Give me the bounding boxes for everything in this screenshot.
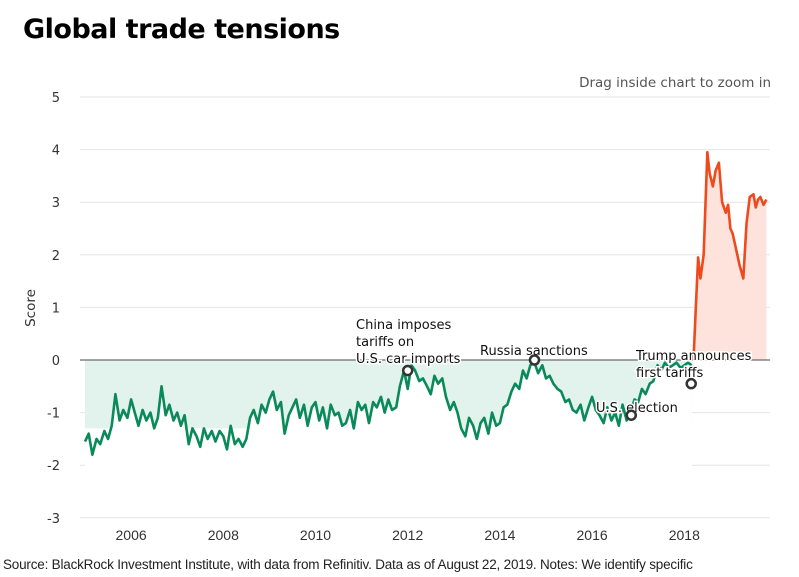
x-tick-label: 2018 <box>669 527 700 543</box>
annotation-marker[interactable] <box>528 354 541 366</box>
event-annotations: China imposes tariffs on U.S. car imports R… <box>355 317 753 421</box>
annotation-label: China imposes <box>356 318 452 333</box>
annotation-label: first tariffs <box>636 366 704 381</box>
y-tick-label: -1 <box>47 407 60 422</box>
series-fill-mask <box>85 362 692 476</box>
x-tick-label: 2010 <box>300 527 331 543</box>
annotation-label: Trump announces <box>635 349 752 364</box>
x-tick-label: 2014 <box>484 527 515 543</box>
y-tick-label: -3 <box>47 512 60 527</box>
annotation-label: Russia sanctions <box>480 344 588 359</box>
x-tick-label: 2008 <box>208 527 239 543</box>
series-line-green <box>83 361 693 456</box>
y-tick-label: -2 <box>47 459 60 474</box>
y-axis-ticks: 5 4 3 2 1 0 -1 -2 -3 <box>47 91 60 527</box>
y-tick-label: 0 <box>52 354 60 369</box>
annotation-label: tariffs on <box>356 335 414 350</box>
annotation-label: U.S. car imports <box>356 352 461 367</box>
series-line-red <box>692 150 768 361</box>
annotation: Trump announces first tariffs <box>634 348 753 390</box>
y-tick-label: 4 <box>52 144 60 159</box>
y-tick-label: 5 <box>52 91 60 106</box>
y-tick-label: 1 <box>52 301 60 316</box>
series-fill-red <box>693 152 767 360</box>
annotation-marker[interactable] <box>625 409 638 421</box>
y-tick-label: 3 <box>52 196 60 211</box>
source-note: Source: BlackRock Investment Institute, … <box>3 557 693 572</box>
annotation-marker[interactable] <box>401 364 414 377</box>
x-tick-label: 2016 <box>577 527 608 543</box>
annotation: U.S. election <box>595 400 679 421</box>
x-tick-label: 2006 <box>116 527 147 543</box>
y-axis-label: Score <box>23 289 39 327</box>
zoom-hint: Drag inside chart to zoom in <box>579 75 771 91</box>
x-axis-ticks: 2006 2008 2010 2012 2014 2016 2018 <box>116 527 701 543</box>
annotation: Russia sanctions <box>479 343 589 366</box>
area-fills <box>85 152 767 476</box>
annotation-label: U.S. election <box>596 401 678 416</box>
y-tick-label: 2 <box>52 249 60 264</box>
annotation-marker[interactable] <box>685 377 697 390</box>
chart-title: Global trade tensions <box>23 14 340 45</box>
annotation: China imposes tariffs on U.S. car imports <box>355 317 462 377</box>
x-tick-label: 2012 <box>392 527 423 543</box>
series-lines <box>83 150 768 456</box>
